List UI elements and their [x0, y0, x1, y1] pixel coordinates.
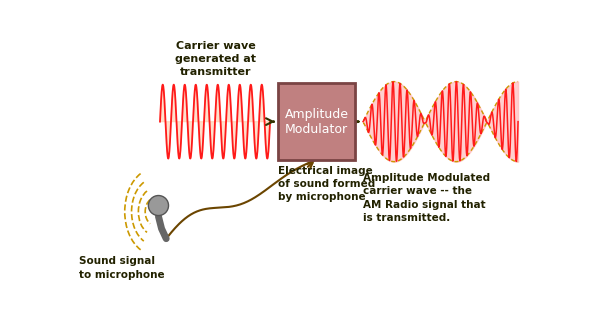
Text: Sound signal
to microphone: Sound signal to microphone	[78, 256, 164, 279]
Circle shape	[148, 196, 169, 215]
Text: Amplitude
Modulator: Amplitude Modulator	[285, 108, 349, 136]
Text: Amplitude Modulated
carrier wave -- the
AM Radio signal that
is transmitted.: Amplitude Modulated carrier wave -- the …	[363, 173, 490, 223]
Text: Electrical image
of sound formed
by microphone: Electrical image of sound formed by micr…	[278, 165, 375, 202]
Text: Carrier wave
generated at
transmitter: Carrier wave generated at transmitter	[175, 41, 257, 77]
FancyBboxPatch shape	[278, 83, 355, 160]
